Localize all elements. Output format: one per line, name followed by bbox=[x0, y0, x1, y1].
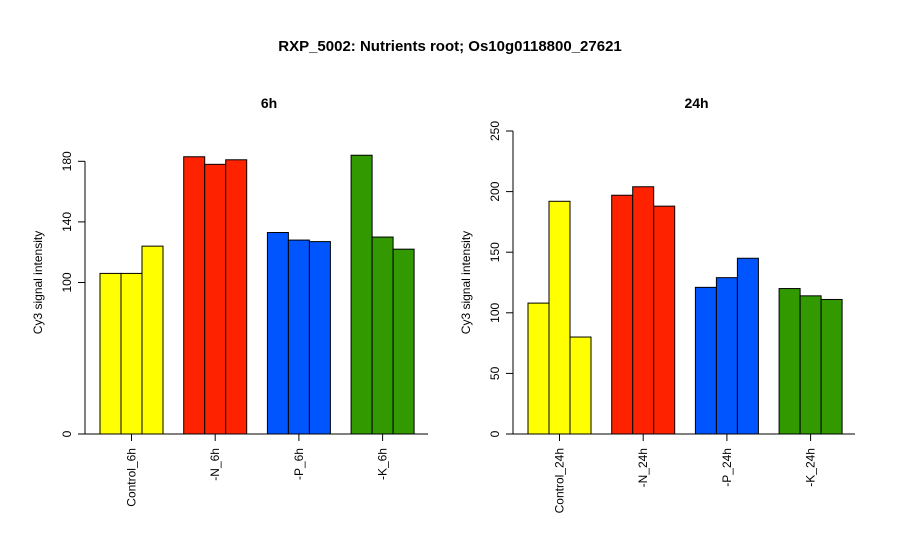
chart-title: RXP_5002: Nutrients root; Os10g0118800_2… bbox=[278, 38, 622, 55]
bar--P_6h-1 bbox=[266, 232, 289, 435]
y-axis-label-1: Cy3 signal intensity bbox=[459, 231, 473, 334]
bar--P_6h-2 bbox=[287, 239, 310, 435]
bar-Control_6h-3 bbox=[141, 245, 164, 435]
bar--K_24h-2 bbox=[799, 295, 822, 435]
y-axis-label-0: Cy3 signal intensity bbox=[31, 231, 45, 334]
y-tick-label-1: 250 bbox=[488, 121, 502, 141]
bar--P_24h-3 bbox=[736, 257, 759, 435]
bar--N_24h-2 bbox=[632, 186, 655, 435]
y-tick-label-0: 0 bbox=[60, 430, 74, 437]
bar-Control_6h-2 bbox=[120, 272, 143, 435]
x-tick-label-Control_6h: Control_6h bbox=[125, 448, 139, 507]
bar--N_6h-3 bbox=[225, 159, 248, 435]
bar--N_24h-3 bbox=[653, 205, 676, 435]
bar--N_24h-1 bbox=[611, 194, 634, 435]
bar--N_6h-1 bbox=[183, 156, 206, 435]
bar--K_6h-2 bbox=[371, 236, 394, 435]
bar--N_6h-2 bbox=[204, 163, 227, 435]
x-tick-label--K_24h: -K_24h bbox=[804, 448, 818, 487]
y-tick-label-1: 0 bbox=[488, 430, 502, 437]
y-tick-label-1: 200 bbox=[488, 181, 502, 201]
bar--K_6h-1 bbox=[350, 154, 373, 435]
y-tick-label-0: 100 bbox=[60, 272, 74, 292]
y-tick-label-1: 150 bbox=[488, 242, 502, 262]
y-tick-label-1: 50 bbox=[488, 366, 502, 380]
x-tick-label--N_24h: -N_24h bbox=[636, 448, 650, 487]
bar--P_24h-1 bbox=[694, 286, 717, 435]
y-tick-label-0: 180 bbox=[60, 151, 74, 171]
y-tick-label-1: 100 bbox=[488, 302, 502, 322]
bar--K_6h-3 bbox=[392, 248, 415, 435]
bar--P_24h-2 bbox=[715, 277, 738, 435]
x-tick-label--P_6h: -P_6h bbox=[292, 448, 306, 480]
x-tick-label--K_6h: -K_6h bbox=[376, 448, 390, 480]
x-tick-label--P_24h: -P_24h bbox=[720, 448, 734, 487]
bar-Control_24h-3 bbox=[569, 336, 592, 435]
y-tick-label-0: 140 bbox=[60, 212, 74, 232]
bar-Control_24h-1 bbox=[527, 302, 550, 435]
bar-Control_6h-1 bbox=[99, 272, 122, 435]
bar-Control_24h-2 bbox=[548, 200, 571, 435]
bar--K_24h-1 bbox=[778, 288, 801, 435]
panel-title-0: 6h bbox=[261, 95, 277, 111]
bar--P_6h-3 bbox=[308, 241, 331, 435]
panel-title-1: 24h bbox=[684, 95, 708, 111]
x-tick-label--N_6h: -N_6h bbox=[208, 448, 222, 481]
bar--K_24h-3 bbox=[820, 298, 843, 435]
x-tick-label-Control_24h: Control_24h bbox=[553, 448, 567, 513]
